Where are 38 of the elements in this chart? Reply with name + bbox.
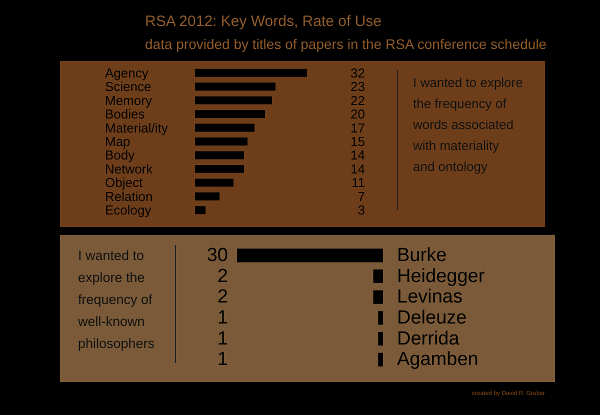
data-label: 23	[350, 79, 365, 94]
data-label: 14	[350, 161, 365, 176]
data-label: 3	[358, 202, 365, 218]
y-tick-label: Burke	[397, 244, 447, 266]
y-tick-label: Bodies	[105, 106, 146, 122]
data-label: 1	[217, 349, 228, 370]
y-tick-label: Material/ity	[105, 120, 168, 136]
y-tick-label: Relation	[105, 188, 153, 204]
y-tick-label: Body	[105, 148, 136, 163]
y-tick-label: Agamben	[397, 349, 478, 370]
data-label: 1	[217, 307, 228, 328]
data-label: 22	[350, 92, 365, 108]
chart-title: RSA 2012: Key Words, Rate of Use	[145, 13, 382, 30]
data-label: 17	[350, 120, 365, 136]
data-label: 2	[217, 286, 228, 308]
data-label: 32	[350, 65, 365, 80]
data-label: 15	[350, 134, 365, 149]
data-label: 2	[217, 266, 228, 287]
y-tick-label: Deleuze	[397, 307, 467, 328]
data-label: 11	[352, 175, 365, 190]
y-tick-label: Network	[105, 161, 154, 176]
y-tick-label: Science	[105, 79, 152, 94]
data-label: 1	[217, 328, 228, 350]
y-tick-label: Memory	[105, 92, 152, 108]
y-tick-label: Map	[105, 134, 130, 149]
text: I wanted to explore the frequency of words associated with materiality and ontology	[413, 74, 523, 176]
y-tick-label: Heidegger	[397, 266, 486, 287]
data-label: 7	[358, 188, 365, 204]
y-tick-label: Ecology	[105, 202, 152, 218]
y-tick-label: Object	[105, 175, 143, 190]
text: data provided by titles of papers in the RSA conference schedule	[145, 36, 547, 52]
y-tick-label: Agency	[105, 65, 149, 80]
y-tick-label: Levinas	[397, 286, 462, 308]
text: I wanted to explore the frequency of well-known philosophers	[78, 247, 156, 353]
data-label: 20	[350, 106, 365, 122]
data-label: 14	[350, 148, 365, 163]
y-tick-label: Derrida	[397, 328, 460, 350]
data-label: 30	[206, 244, 228, 266]
